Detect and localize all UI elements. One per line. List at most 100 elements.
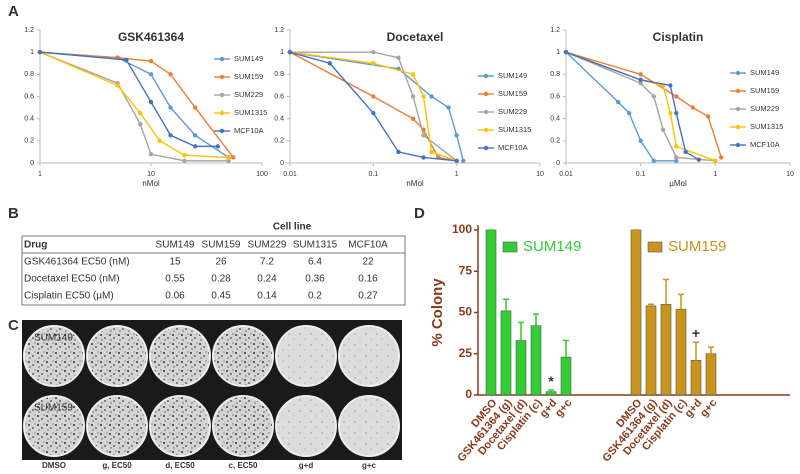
series-line <box>565 51 716 162</box>
panel-label: B <box>8 205 19 222</box>
panel-label: D <box>414 205 425 222</box>
y-tick-label: 0.6 <box>550 93 560 100</box>
table-header: Drug <box>24 240 47 251</box>
data-point <box>674 94 679 99</box>
bar <box>515 340 527 396</box>
table-header: MCF10A <box>348 240 388 251</box>
error-bar <box>663 278 669 305</box>
data-point <box>674 110 679 116</box>
plate <box>212 325 274 387</box>
data-point <box>410 72 416 77</box>
error-bar <box>648 303 654 306</box>
x-tick-label: 0.01 <box>283 171 297 178</box>
plate-column-label: g+c <box>362 461 377 470</box>
series-line <box>289 51 457 162</box>
y-tick-label: 0.8 <box>274 71 284 78</box>
plate-row-label: SUM149 <box>34 333 73 344</box>
legend-label: SUM149 <box>234 54 263 63</box>
plate <box>275 395 337 457</box>
data-point <box>674 144 679 149</box>
y-tick-label: 50 <box>459 305 473 319</box>
plate <box>149 395 211 457</box>
data-point <box>454 158 459 163</box>
error-bar <box>503 298 509 311</box>
bar <box>690 360 702 396</box>
bar <box>530 325 542 396</box>
data-point <box>215 144 221 149</box>
plate <box>212 395 274 457</box>
y-tick-label: 25 <box>459 346 473 360</box>
data-point <box>421 94 426 99</box>
legend-marker <box>219 74 225 80</box>
legend-marker <box>735 142 741 148</box>
data-point <box>287 49 293 55</box>
legend-marker <box>219 92 225 98</box>
y-tick-label: 0.6 <box>274 93 284 100</box>
error-bar <box>708 346 714 354</box>
data-point <box>148 151 154 157</box>
table-cell: GSK461364 EC50 (nM) <box>24 257 130 268</box>
legend-label: SUM159 <box>234 72 263 81</box>
x-tick-label: 10 <box>147 171 155 178</box>
legend-marker <box>483 145 489 151</box>
error-bar <box>693 341 699 361</box>
panel-label: A <box>8 3 19 20</box>
table-cell: 0.55 <box>165 274 185 285</box>
x-tick-label: 10 <box>786 171 794 178</box>
plate <box>23 395 85 457</box>
table-cell: 0.28 <box>211 274 231 285</box>
data-point <box>638 138 643 144</box>
y-axis-label: % Colony <box>429 278 446 347</box>
data-point <box>148 58 154 64</box>
data-point <box>410 116 416 121</box>
annotation: * <box>548 373 554 389</box>
legend-marker <box>483 91 489 97</box>
x-axis-label: nMol <box>142 179 160 188</box>
legend-label: SUM149 <box>523 238 581 255</box>
legend-label: SUM159 <box>498 89 527 98</box>
y-tick-label: 0.2 <box>24 138 34 145</box>
y-tick-label: 1.2 <box>24 27 34 34</box>
data-point <box>37 49 43 55</box>
plate-images: SUM149 SUM159 DMSO g, EC50 d, EC50 c, EC50 g+d… <box>22 320 402 470</box>
table-cell: 7.2 <box>260 257 274 268</box>
data-point <box>563 49 569 55</box>
legend-marker <box>483 73 489 79</box>
legend-marker <box>483 109 489 115</box>
data-point <box>396 149 401 155</box>
y-tick-label: 1 <box>556 49 560 56</box>
y-tick-label: 0.4 <box>550 116 560 123</box>
table-cell: 15 <box>169 257 181 268</box>
data-point <box>454 133 459 138</box>
plate-column-label: c, EC50 <box>229 461 258 470</box>
data-point <box>192 105 198 110</box>
legend-label: SUM229 <box>498 107 527 116</box>
plate <box>338 395 400 457</box>
data-point <box>690 105 696 110</box>
legend-label: MCF10A <box>498 143 528 152</box>
panel-label: C <box>8 317 19 334</box>
table-cell: 22 <box>362 257 374 268</box>
error-bar <box>678 293 684 310</box>
x-tick-label: 1 <box>38 171 42 178</box>
series-line <box>39 51 234 158</box>
table-cell: Docetaxel EC50 (nM) <box>24 274 120 285</box>
table-header: SUM149 <box>156 240 195 251</box>
table-header: SUM229 <box>248 240 287 251</box>
data-point <box>168 133 173 138</box>
data-point <box>182 158 187 163</box>
data-point <box>713 158 718 163</box>
table-header: SUM1315 <box>293 240 338 251</box>
series-line <box>289 51 457 162</box>
plate <box>275 325 337 387</box>
table-cell: 0.24 <box>257 274 277 285</box>
x-tick-label: 0.1 <box>368 171 378 178</box>
y-tick-label: 100 <box>452 222 472 236</box>
legend-label: SUM159 <box>668 238 726 255</box>
bar <box>630 229 642 396</box>
data-point <box>421 133 426 138</box>
data-point <box>226 158 231 163</box>
data-point <box>192 133 198 138</box>
data-point <box>168 72 173 77</box>
series-line <box>565 51 677 162</box>
